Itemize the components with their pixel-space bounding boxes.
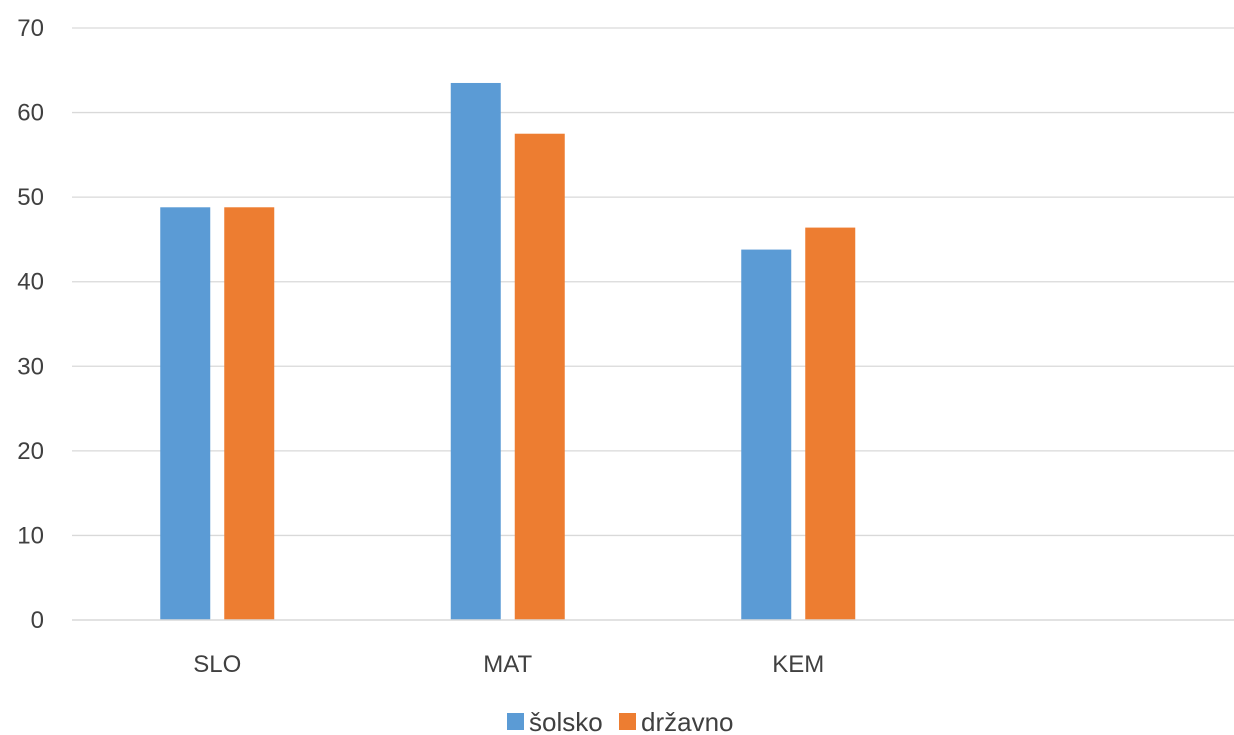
y-tick-label: 60 [17, 100, 44, 127]
bar-slo-2 [224, 207, 275, 620]
bar-kem-2 [805, 227, 856, 621]
bar-slo-1 [160, 207, 211, 620]
x-tick-label: SLO [193, 651, 241, 678]
y-tick-label: 50 [17, 184, 44, 211]
y-tick-label: 10 [17, 522, 44, 549]
bar-kem-1 [741, 249, 792, 620]
x-tick-label: KEM [772, 651, 824, 678]
bar-mat-1 [450, 82, 501, 620]
y-tick-label: 70 [17, 15, 44, 42]
y-tick-label: 20 [17, 438, 44, 465]
y-tick-label: 30 [17, 353, 44, 380]
legend-label: šolsko [529, 707, 603, 735]
bar-mat-2 [514, 133, 565, 620]
x-axis-tick-labels: SLO MAT KEM [193, 651, 824, 678]
legend-swatch [619, 713, 636, 730]
legend-swatch [507, 713, 524, 730]
y-tick-label: 0 [31, 607, 44, 634]
bars [160, 82, 856, 621]
legend-label: državno [641, 707, 734, 735]
legend: šolsko državno [507, 707, 734, 735]
x-tick-label: MAT [483, 651, 532, 678]
y-tick-label: 40 [17, 269, 44, 296]
y-axis-tick-labels: 0 10 20 30 40 50 60 70 [17, 15, 44, 634]
